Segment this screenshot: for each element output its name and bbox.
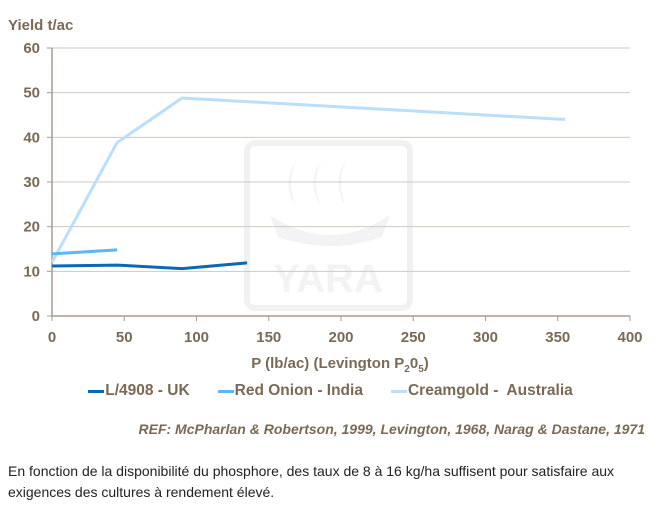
legend-swatch [390, 389, 407, 393]
y-tick-label: 60 [23, 40, 40, 57]
legend: L/4908 - UK Red Onion - India Creamgold … [0, 382, 661, 400]
legend-item-india: Red Onion - India [217, 382, 363, 400]
x-tick-label: 300 [473, 329, 498, 346]
x-tick-label: 250 [401, 329, 426, 346]
yara-logo-watermark: YARA [244, 140, 413, 311]
legend-swatch [217, 389, 234, 393]
y-tick-label: 30 [23, 174, 40, 191]
x-axis-label: P (lb/ac) (Levington P205) [251, 355, 429, 375]
x-tick-label: 400 [617, 329, 642, 346]
legend-item-australia: Creamgold - Australia [390, 382, 573, 400]
y-axis-label: Yield t/ac [8, 17, 73, 34]
x-tick-label: 350 [545, 329, 570, 346]
legend-swatch [88, 389, 105, 393]
reference-text: REF: McPharlan & Robertson, 1999, Leving… [138, 421, 646, 437]
y-tick-label: 40 [23, 129, 40, 146]
svg-text:YARA: YARA [273, 257, 383, 301]
x-tick-label: 100 [184, 329, 209, 346]
series-line [50, 96, 566, 264]
series-line [51, 248, 118, 256]
x-tick-label: 50 [116, 329, 133, 346]
x-tick-label: 150 [256, 329, 281, 346]
legend-item-uk: L/4908 - UK [88, 382, 190, 400]
caption: En fonction de la disponibilité du phosp… [8, 463, 615, 500]
chart: YARA 0 10 20 30 40 50 60 0 50 100 150 200 250 300 350 4… [8, 17, 643, 375]
y-tick-label: 0 [32, 308, 40, 325]
y-tick-label: 10 [23, 263, 40, 280]
x-tick-label: 200 [328, 329, 353, 346]
series-line [51, 261, 248, 271]
y-tick-label: 50 [23, 85, 40, 102]
y-tick-label: 20 [23, 219, 40, 236]
x-tick-label: 0 [48, 329, 56, 346]
